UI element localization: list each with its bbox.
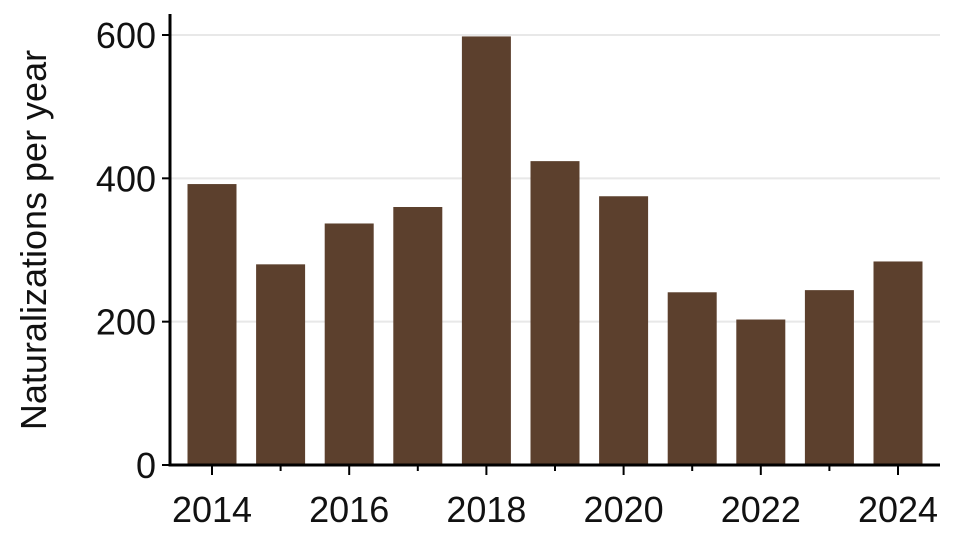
x-tick-label-2016: 2016 xyxy=(309,489,389,530)
bar-2024 xyxy=(873,261,923,465)
bar-2018 xyxy=(461,36,511,465)
x-tick-label-2018: 2018 xyxy=(446,489,526,530)
bar-2017 xyxy=(393,207,443,465)
x-tick-label-2014: 2014 xyxy=(172,489,252,530)
bar-2023 xyxy=(804,290,854,465)
bar-2015 xyxy=(256,264,306,465)
x-tick-label-2024: 2024 xyxy=(858,489,938,530)
bar-2019 xyxy=(530,161,580,465)
bar-2020 xyxy=(599,196,649,465)
x-tick-label-2022: 2022 xyxy=(721,489,801,530)
bar-2016 xyxy=(324,223,374,465)
y-tick-label-600: 600 xyxy=(96,15,156,56)
x-tick-label-2020: 2020 xyxy=(584,489,664,530)
y-tick-label-400: 400 xyxy=(96,158,156,199)
bar-2022 xyxy=(736,319,786,465)
y-axis-title: Naturalizations per year xyxy=(13,50,54,430)
bar-2021 xyxy=(667,292,717,465)
y-tick-label-200: 200 xyxy=(96,302,156,343)
bar-2014 xyxy=(187,184,237,466)
y-tick-label-0: 0 xyxy=(136,445,156,486)
bars xyxy=(187,36,923,466)
y-axis-ticks: 0 200 400 600 xyxy=(96,15,170,486)
x-axis-ticks: 2014 2016 2018 2020 2022 2024 xyxy=(172,465,938,530)
